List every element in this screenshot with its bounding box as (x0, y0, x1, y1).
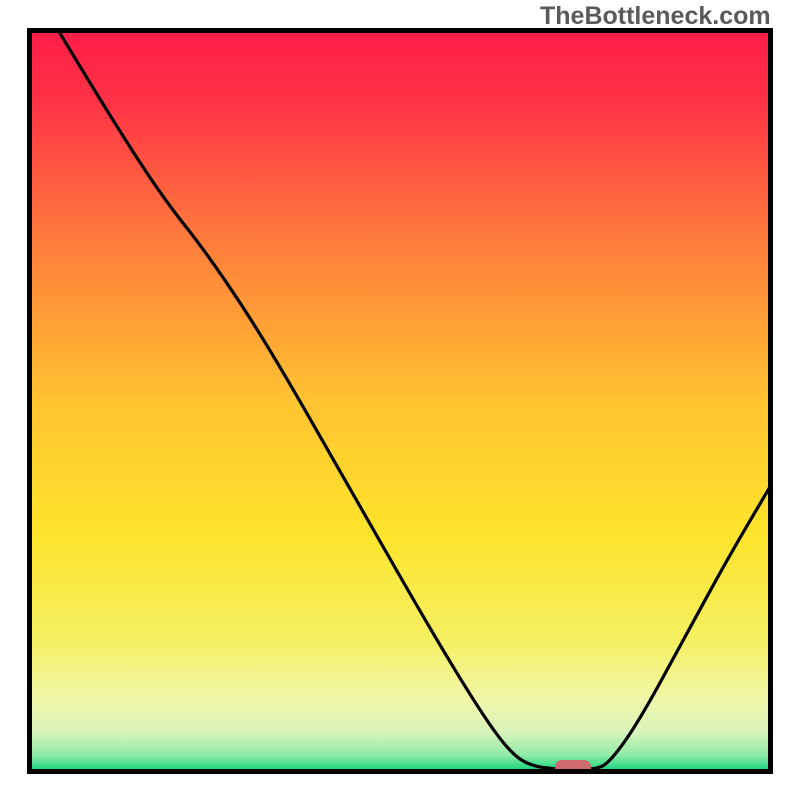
plot-area (27, 28, 773, 774)
curve-line (27, 28, 773, 774)
minimum-marker (555, 760, 591, 774)
chart-root: { "watermark": { "text": "TheBottleneck.… (0, 0, 800, 800)
curve-path (57, 28, 770, 770)
watermark-text: TheBottleneck.com (540, 2, 771, 31)
